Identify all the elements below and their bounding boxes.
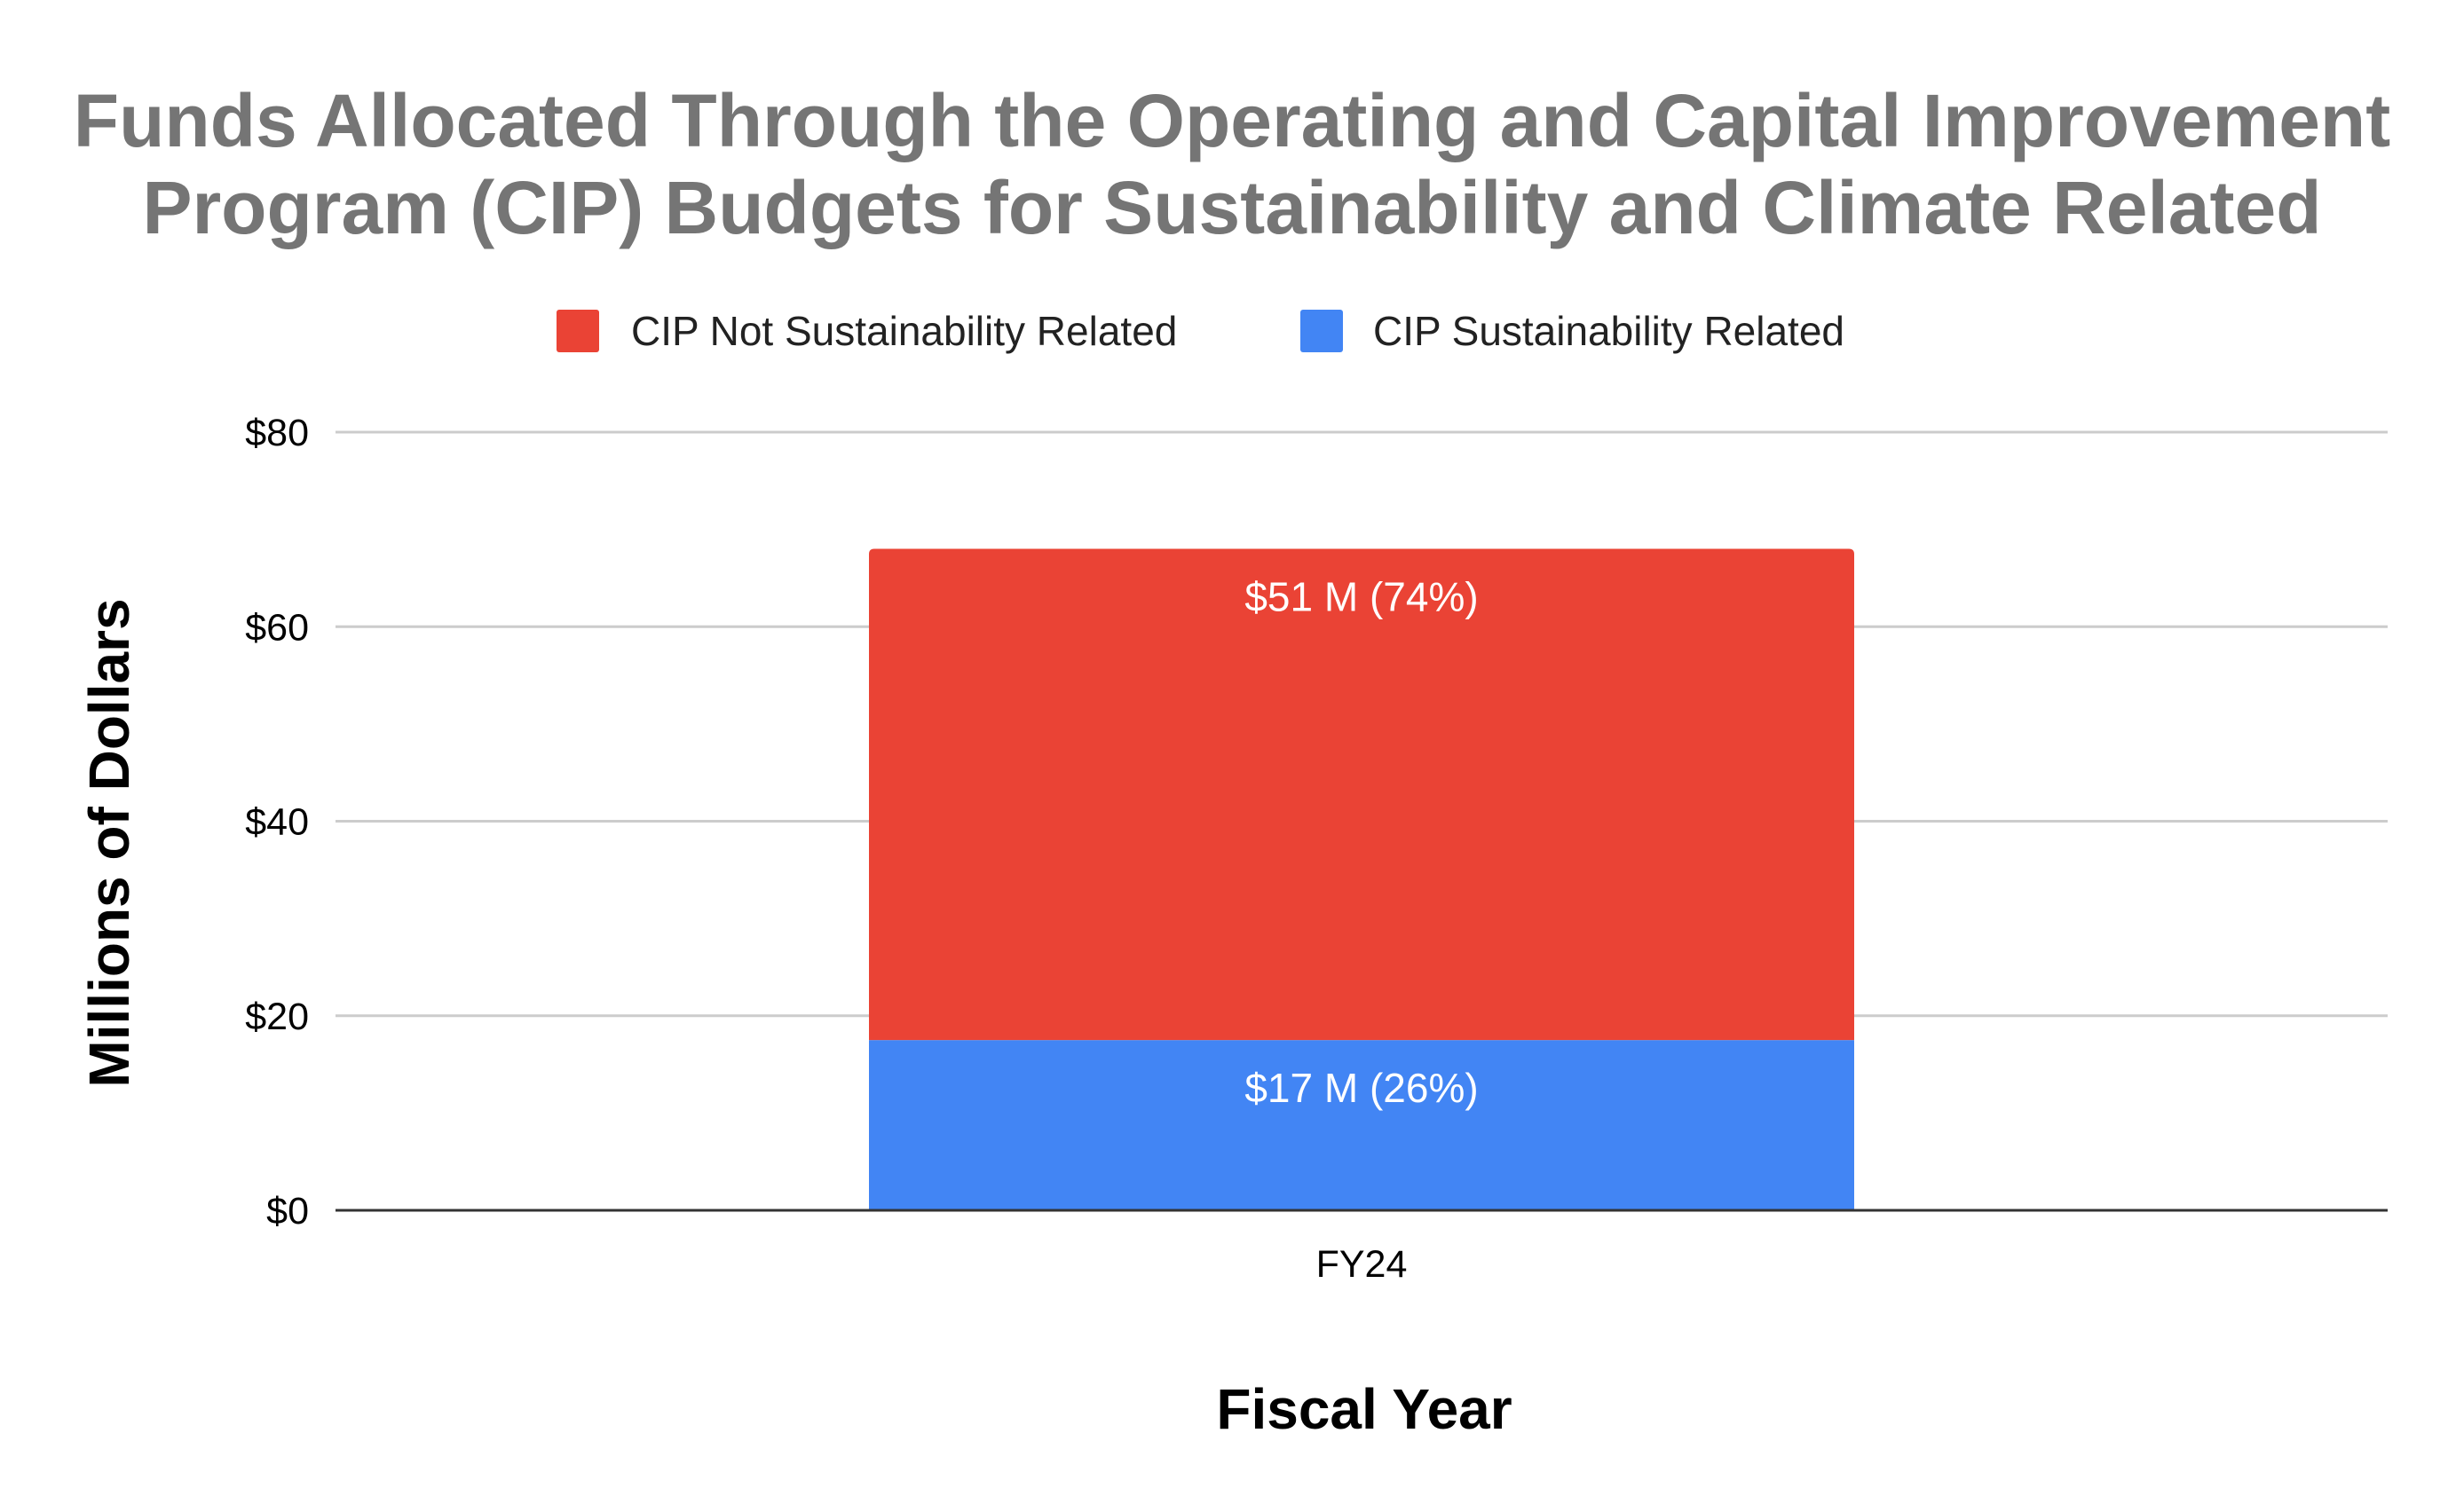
- y-axis-title: Millions of Dollars: [77, 598, 141, 1087]
- y-tick-label: $60: [245, 606, 309, 649]
- x-axis-title: Fiscal Year: [1216, 1377, 1512, 1441]
- data-label: $17 M (26%): [1244, 1065, 1478, 1111]
- bar-segment: [869, 1040, 1854, 1210]
- y-tick-label: $0: [266, 1190, 309, 1232]
- bar-segment: [869, 548, 1854, 1041]
- data-label: $51 M (74%): [1244, 574, 1478, 620]
- y-tick-label: $80: [245, 412, 309, 454]
- bars: [869, 548, 1854, 1210]
- legend-swatch-not-sustainability: [557, 310, 599, 352]
- legend-swatch-sustainability: [1300, 310, 1343, 352]
- legend-label-not-sustainability: CIP Not Sustainability Related: [631, 308, 1177, 354]
- legend-label-sustainability: CIP Sustainability Related: [1373, 308, 1844, 354]
- x-tick-label: FY24: [1316, 1243, 1408, 1286]
- data-labels: $17 M (26%) $51 M (74%): [1244, 574, 1478, 1112]
- chart-title-line-1: Funds Allocated Through the Operating an…: [74, 79, 2390, 162]
- y-tick-label: $40: [245, 801, 309, 844]
- y-axis-ticks: $0 $20 $40 $60 $80: [245, 412, 309, 1232]
- y-tick-label: $20: [245, 996, 309, 1038]
- legend: CIP Not Sustainability Related CIP Susta…: [557, 308, 1844, 354]
- x-axis-ticks: FY24: [1316, 1243, 1408, 1286]
- chart-title-line-2: Program (CIP) Budgets for Sustainability…: [142, 166, 2321, 249]
